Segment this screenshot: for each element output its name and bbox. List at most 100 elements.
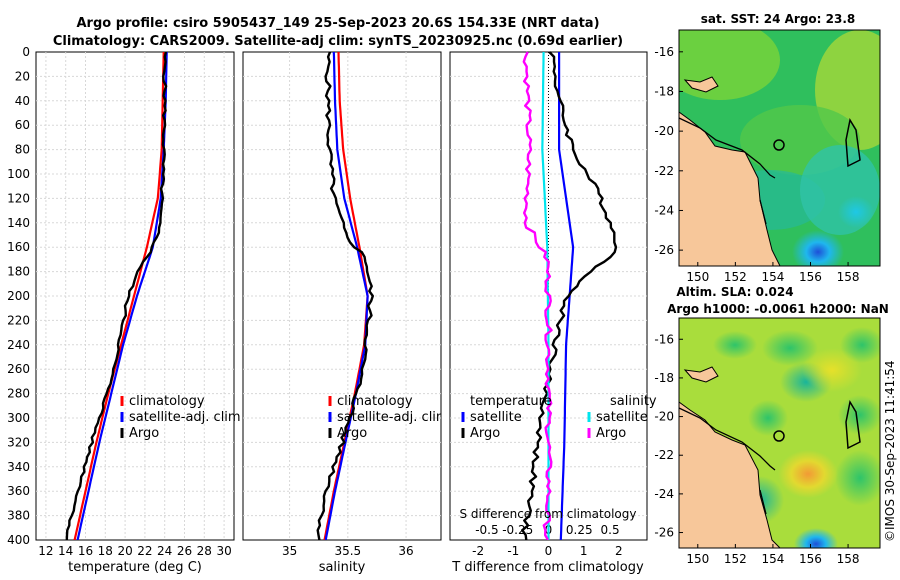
s-diff-tick-label: -0.5: [475, 523, 498, 537]
x-tick-label: 36: [398, 544, 413, 558]
figure-title-line2: Climatology: CARS2009. Satellite-adj cli…: [53, 34, 623, 49]
map-y-tick-label: -16: [654, 332, 674, 346]
depth-tick-label: 280: [7, 387, 30, 401]
sla-map-axes: 150 152 154 156 158 -16 -18 -20 -22 -24 -26: [654, 332, 859, 566]
sst-map-axes: 150 152 154 156 158 -16 -18 -20 -22 -24 -26: [654, 45, 859, 284]
depth-tick-label: 320: [7, 435, 30, 449]
sst-warm-patch: [679, 30, 780, 100]
x-tick-label: 35.5: [334, 544, 361, 558]
sst-map-title: sat. SST: 24 Argo: 23.8: [701, 12, 855, 26]
x-tick-label: 24: [157, 544, 172, 558]
sst-shelf-contour: [679, 117, 776, 225]
legend-s-argo-label: Argo: [596, 426, 626, 441]
map-y-tick-label: -20: [654, 124, 674, 138]
legend-satellite-label: satellite-adj. clim: [129, 410, 241, 425]
sst-map-frame: [678, 29, 881, 267]
sst-map: [679, 30, 880, 266]
map-x-tick-label: 150: [686, 552, 709, 566]
sst-cold-eddy: [792, 230, 844, 266]
depth-tick-label: 340: [7, 460, 30, 474]
temperature-series: [65, 51, 168, 540]
map-y-tick-label: -22: [654, 448, 674, 462]
sla-low-patch: [838, 395, 880, 435]
legend-s-satellite-label: satellite: [596, 410, 648, 425]
depth-tick-label: 220: [7, 313, 30, 327]
difference-series: [521, 51, 618, 540]
depth-tick-label: 360: [7, 484, 30, 498]
sla-australia-coast: [679, 401, 781, 548]
temperature-x-ticks: 12 14 16 18 20 22 24 26 28 30: [38, 544, 231, 558]
difference-x-ticks: -2 -1 0 1 2: [472, 544, 623, 558]
salinity-series: [316, 51, 374, 540]
legend-satellite-label: satellite-adj. clim: [337, 410, 449, 425]
sla-map-subtitle: Argo h1000: -0.0061 h2000: NaN: [667, 302, 889, 316]
salinity-x-ticks: 35 35.5 36: [282, 544, 414, 558]
salinity-x-label: salinity: [319, 560, 366, 575]
depth-tick-label: 80: [15, 143, 30, 157]
depth-tick-label: 380: [7, 509, 30, 523]
x-tick-label: 35: [282, 544, 297, 558]
x-tick-label: 0: [545, 544, 553, 558]
legend-argo-label: Argo: [129, 426, 159, 441]
depth-tick-label: 400: [7, 533, 30, 547]
x-tick-label: 14: [58, 544, 73, 558]
series-line-temperature-argo: [521, 51, 618, 540]
sla-low-patch: [713, 331, 757, 359]
map-x-tick-label: 156: [799, 552, 822, 566]
sla-argo-marker: [773, 430, 785, 442]
depth-tick-label: 120: [7, 191, 30, 205]
s-diff-tick-label: 0.5: [601, 523, 620, 537]
temperature-x-label: temperature (deg C): [68, 560, 202, 575]
legend-climatology-label: climatology: [129, 394, 205, 409]
sst-reef-island: [683, 76, 719, 93]
map-x-tick-label: 158: [837, 270, 860, 284]
sla-low-patch: [835, 450, 880, 506]
sla-shelf-contour: [679, 407, 776, 515]
x-tick-label: -2: [472, 544, 484, 558]
x-tick-label: 1: [580, 544, 588, 558]
x-tick-label: -1: [507, 544, 519, 558]
temperature-legend: climatology satellite-adj. clim Argo: [120, 394, 241, 441]
series-line-argo: [65, 51, 168, 540]
sla-low-patch: [748, 400, 788, 436]
imos-watermark: ©IMOS 30-Sep-2023 11:41:54: [883, 360, 897, 542]
x-tick-label: 12: [38, 544, 53, 558]
depth-tick-label: 140: [7, 216, 30, 230]
series-line-salinity-satellite: [541, 51, 550, 540]
sla-map-title: Altim. SLA: 0.024: [676, 285, 793, 299]
depth-tick-label: 100: [7, 167, 30, 181]
x-tick-label: 26: [177, 544, 192, 558]
legend-t-argo-label: Argo: [470, 426, 500, 441]
map-y-tick-label: -20: [654, 410, 674, 424]
map-y-tick-label: -24: [654, 487, 674, 501]
s-diff-tick-label: 0.25: [566, 523, 593, 537]
depth-tick-label: 20: [15, 69, 30, 83]
legend-climatology-label: climatology: [337, 394, 413, 409]
map-x-tick-label: 150: [686, 270, 709, 284]
sla-map: [679, 318, 880, 548]
sla-high-patch: [802, 348, 862, 392]
sst-cool-patch: [838, 196, 874, 228]
x-tick-label: 28: [197, 544, 212, 558]
x-tick-label: 18: [98, 544, 113, 558]
x-tick-label: 20: [117, 544, 132, 558]
legend-argo-label: Argo: [337, 426, 367, 441]
map-y-tick-label: -16: [654, 45, 674, 59]
map-y-tick-label: -26: [654, 526, 674, 540]
map-x-tick-label: 156: [799, 270, 822, 284]
map-y-tick-label: -18: [654, 84, 674, 98]
series-line-salinity-argo: [522, 51, 553, 540]
series-line-climatology: [73, 51, 165, 540]
sst-shelf-contour: [845, 117, 861, 168]
map-x-tick-label: 152: [724, 270, 747, 284]
series-line-argo: [316, 51, 374, 540]
map-y-tick-label: -18: [654, 371, 674, 385]
x-tick-label: 2: [615, 544, 623, 558]
x-tick-label: 16: [78, 544, 93, 558]
map-x-tick-label: 154: [761, 270, 784, 284]
depth-tick-label: 240: [7, 338, 30, 352]
figure-title-line1: Argo profile: csiro 5905437_149 25-Sep-2…: [76, 16, 599, 31]
sla-map-frame: [678, 317, 881, 549]
map-y-tick-label: -26: [654, 243, 674, 257]
